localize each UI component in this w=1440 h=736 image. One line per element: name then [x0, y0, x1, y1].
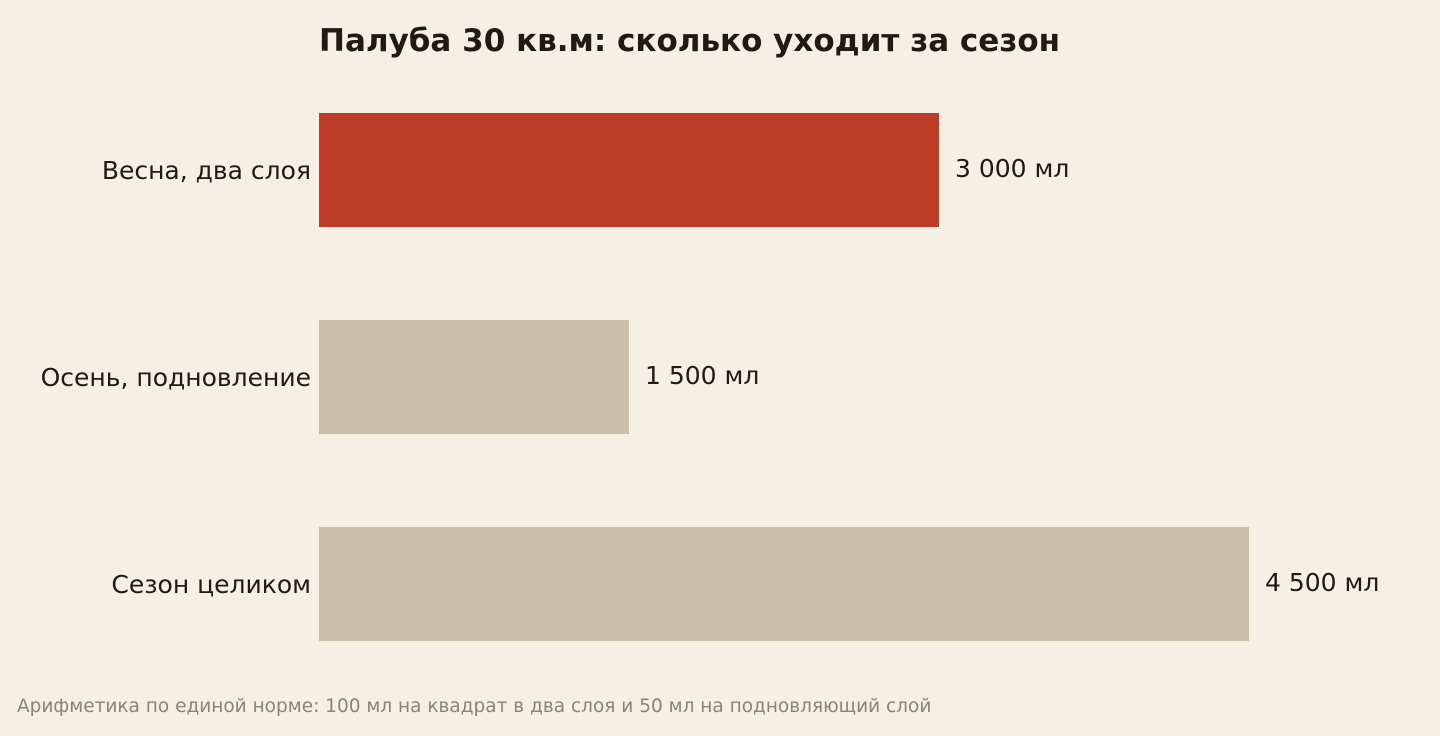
value-label-1: 3 000 мл [955, 154, 1069, 183]
bar-3 [319, 527, 1249, 641]
chart-title: Палуба 30 кв.м: сколько уходит за сезон [319, 23, 1060, 59]
value-label-3: 4 500 мл [1265, 568, 1379, 597]
value-label-2: 1 500 мл [645, 361, 759, 390]
bar-1 [319, 113, 939, 227]
category-label-1: Весна, два слоя [102, 156, 311, 185]
footnote: Арифметика по единой норме: 100 мл на кв… [17, 696, 932, 717]
bars-group: Весна, два слоя 3 000 мл Осень, подновлени… [41, 113, 1379, 641]
category-label-2: Осень, подновление [41, 363, 311, 392]
category-label-3: Сезон целиком [111, 570, 311, 599]
bar-2 [319, 320, 629, 434]
